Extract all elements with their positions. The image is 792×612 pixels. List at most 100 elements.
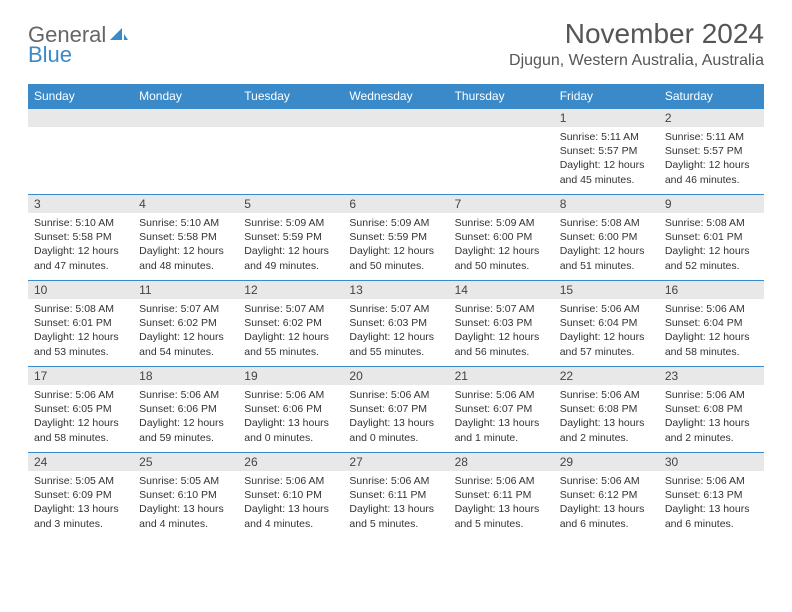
day-detail-text: Sunrise: 5:06 AMSunset: 6:08 PMDaylight:… bbox=[554, 385, 659, 449]
day-number bbox=[238, 109, 343, 127]
calendar-day-cell bbox=[133, 109, 238, 195]
calendar-day-cell: 20Sunrise: 5:06 AMSunset: 6:07 PMDayligh… bbox=[343, 367, 448, 453]
day-number: 5 bbox=[238, 195, 343, 213]
day-number: 16 bbox=[659, 281, 764, 299]
logo-sail-icon bbox=[108, 26, 130, 44]
page-subtitle: Djugun, Western Australia, Australia bbox=[509, 52, 764, 70]
calendar-day-cell: 4Sunrise: 5:10 AMSunset: 5:58 PMDaylight… bbox=[133, 195, 238, 281]
calendar-day-cell: 24Sunrise: 5:05 AMSunset: 6:09 PMDayligh… bbox=[28, 453, 133, 539]
calendar-week-row: 10Sunrise: 5:08 AMSunset: 6:01 PMDayligh… bbox=[28, 281, 764, 367]
day-number bbox=[28, 109, 133, 127]
day-number: 14 bbox=[449, 281, 554, 299]
day-detail-text: Sunrise: 5:07 AMSunset: 6:02 PMDaylight:… bbox=[238, 299, 343, 363]
calendar-day-cell: 11Sunrise: 5:07 AMSunset: 6:02 PMDayligh… bbox=[133, 281, 238, 367]
calendar-day-cell bbox=[28, 109, 133, 195]
calendar-week-row: 24Sunrise: 5:05 AMSunset: 6:09 PMDayligh… bbox=[28, 453, 764, 539]
day-number: 30 bbox=[659, 453, 764, 471]
header: General November 2024 Djugun, Western Au… bbox=[28, 18, 764, 70]
calendar-day-cell: 30Sunrise: 5:06 AMSunset: 6:13 PMDayligh… bbox=[659, 453, 764, 539]
day-detail-text: Sunrise: 5:07 AMSunset: 6:03 PMDaylight:… bbox=[343, 299, 448, 363]
day-detail-text: Sunrise: 5:10 AMSunset: 5:58 PMDaylight:… bbox=[28, 213, 133, 277]
calendar-day-cell: 16Sunrise: 5:06 AMSunset: 6:04 PMDayligh… bbox=[659, 281, 764, 367]
day-detail-text: Sunrise: 5:09 AMSunset: 5:59 PMDaylight:… bbox=[238, 213, 343, 277]
calendar-day-cell: 10Sunrise: 5:08 AMSunset: 6:01 PMDayligh… bbox=[28, 281, 133, 367]
calendar-day-cell: 5Sunrise: 5:09 AMSunset: 5:59 PMDaylight… bbox=[238, 195, 343, 281]
day-detail-text: Sunrise: 5:11 AMSunset: 5:57 PMDaylight:… bbox=[659, 127, 764, 191]
day-number: 11 bbox=[133, 281, 238, 299]
weekday-header: Tuesday bbox=[238, 84, 343, 109]
day-number: 12 bbox=[238, 281, 343, 299]
calendar-day-cell bbox=[343, 109, 448, 195]
day-detail-text: Sunrise: 5:11 AMSunset: 5:57 PMDaylight:… bbox=[554, 127, 659, 191]
calendar-day-cell: 17Sunrise: 5:06 AMSunset: 6:05 PMDayligh… bbox=[28, 367, 133, 453]
day-number: 18 bbox=[133, 367, 238, 385]
calendar-day-cell: 14Sunrise: 5:07 AMSunset: 6:03 PMDayligh… bbox=[449, 281, 554, 367]
day-detail-text: Sunrise: 5:08 AMSunset: 6:01 PMDaylight:… bbox=[28, 299, 133, 363]
day-detail-text: Sunrise: 5:06 AMSunset: 6:07 PMDaylight:… bbox=[343, 385, 448, 449]
day-number bbox=[343, 109, 448, 127]
day-number bbox=[449, 109, 554, 127]
weekday-header: Thursday bbox=[449, 84, 554, 109]
day-detail-text: Sunrise: 5:06 AMSunset: 6:04 PMDaylight:… bbox=[554, 299, 659, 363]
calendar-table: Sunday Monday Tuesday Wednesday Thursday… bbox=[28, 84, 764, 539]
weekday-header: Monday bbox=[133, 84, 238, 109]
day-number: 8 bbox=[554, 195, 659, 213]
weekday-header: Sunday bbox=[28, 84, 133, 109]
day-detail-text: Sunrise: 5:07 AMSunset: 6:02 PMDaylight:… bbox=[133, 299, 238, 363]
calendar-day-cell: 2Sunrise: 5:11 AMSunset: 5:57 PMDaylight… bbox=[659, 109, 764, 195]
day-number: 2 bbox=[659, 109, 764, 127]
day-number: 15 bbox=[554, 281, 659, 299]
weekday-header: Wednesday bbox=[343, 84, 448, 109]
day-detail-text: Sunrise: 5:06 AMSunset: 6:11 PMDaylight:… bbox=[343, 471, 448, 535]
day-number: 3 bbox=[28, 195, 133, 213]
day-number: 26 bbox=[238, 453, 343, 471]
day-detail-text: Sunrise: 5:09 AMSunset: 5:59 PMDaylight:… bbox=[343, 213, 448, 277]
day-detail-text: Sunrise: 5:06 AMSunset: 6:06 PMDaylight:… bbox=[133, 385, 238, 449]
day-number: 24 bbox=[28, 453, 133, 471]
calendar-day-cell bbox=[238, 109, 343, 195]
day-number: 1 bbox=[554, 109, 659, 127]
calendar-day-cell: 26Sunrise: 5:06 AMSunset: 6:10 PMDayligh… bbox=[238, 453, 343, 539]
day-number: 27 bbox=[343, 453, 448, 471]
day-detail-text: Sunrise: 5:06 AMSunset: 6:07 PMDaylight:… bbox=[449, 385, 554, 449]
day-detail-text bbox=[28, 127, 133, 134]
day-number: 22 bbox=[554, 367, 659, 385]
calendar-day-cell: 18Sunrise: 5:06 AMSunset: 6:06 PMDayligh… bbox=[133, 367, 238, 453]
day-detail-text: Sunrise: 5:07 AMSunset: 6:03 PMDaylight:… bbox=[449, 299, 554, 363]
calendar-day-cell: 9Sunrise: 5:08 AMSunset: 6:01 PMDaylight… bbox=[659, 195, 764, 281]
day-detail-text: Sunrise: 5:09 AMSunset: 6:00 PMDaylight:… bbox=[449, 213, 554, 277]
day-detail-text: Sunrise: 5:06 AMSunset: 6:10 PMDaylight:… bbox=[238, 471, 343, 535]
day-number: 25 bbox=[133, 453, 238, 471]
calendar-day-cell: 28Sunrise: 5:06 AMSunset: 6:11 PMDayligh… bbox=[449, 453, 554, 539]
calendar-day-cell: 1Sunrise: 5:11 AMSunset: 5:57 PMDaylight… bbox=[554, 109, 659, 195]
day-detail-text bbox=[238, 127, 343, 134]
day-number: 9 bbox=[659, 195, 764, 213]
day-number: 20 bbox=[343, 367, 448, 385]
calendar-week-row: 17Sunrise: 5:06 AMSunset: 6:05 PMDayligh… bbox=[28, 367, 764, 453]
page-title: November 2024 bbox=[509, 18, 764, 50]
calendar-day-cell: 29Sunrise: 5:06 AMSunset: 6:12 PMDayligh… bbox=[554, 453, 659, 539]
calendar-day-cell: 8Sunrise: 5:08 AMSunset: 6:00 PMDaylight… bbox=[554, 195, 659, 281]
calendar-day-cell: 27Sunrise: 5:06 AMSunset: 6:11 PMDayligh… bbox=[343, 453, 448, 539]
day-number: 21 bbox=[449, 367, 554, 385]
calendar-week-row: 3Sunrise: 5:10 AMSunset: 5:58 PMDaylight… bbox=[28, 195, 764, 281]
day-detail-text: Sunrise: 5:06 AMSunset: 6:11 PMDaylight:… bbox=[449, 471, 554, 535]
day-detail-text: Sunrise: 5:05 AMSunset: 6:09 PMDaylight:… bbox=[28, 471, 133, 535]
day-detail-text: Sunrise: 5:06 AMSunset: 6:04 PMDaylight:… bbox=[659, 299, 764, 363]
day-number bbox=[133, 109, 238, 127]
calendar-day-cell: 13Sunrise: 5:07 AMSunset: 6:03 PMDayligh… bbox=[343, 281, 448, 367]
day-detail-text: Sunrise: 5:08 AMSunset: 6:00 PMDaylight:… bbox=[554, 213, 659, 277]
weekday-header: Saturday bbox=[659, 84, 764, 109]
calendar-day-cell: 7Sunrise: 5:09 AMSunset: 6:00 PMDaylight… bbox=[449, 195, 554, 281]
calendar-day-cell: 6Sunrise: 5:09 AMSunset: 5:59 PMDaylight… bbox=[343, 195, 448, 281]
day-number: 6 bbox=[343, 195, 448, 213]
day-number: 29 bbox=[554, 453, 659, 471]
day-detail-text: Sunrise: 5:06 AMSunset: 6:13 PMDaylight:… bbox=[659, 471, 764, 535]
day-detail-text bbox=[449, 127, 554, 134]
day-number: 10 bbox=[28, 281, 133, 299]
calendar-day-cell: 19Sunrise: 5:06 AMSunset: 6:06 PMDayligh… bbox=[238, 367, 343, 453]
calendar-day-cell: 15Sunrise: 5:06 AMSunset: 6:04 PMDayligh… bbox=[554, 281, 659, 367]
weekday-header-row: Sunday Monday Tuesday Wednesday Thursday… bbox=[28, 84, 764, 109]
calendar-day-cell: 12Sunrise: 5:07 AMSunset: 6:02 PMDayligh… bbox=[238, 281, 343, 367]
day-detail-text: Sunrise: 5:06 AMSunset: 6:12 PMDaylight:… bbox=[554, 471, 659, 535]
